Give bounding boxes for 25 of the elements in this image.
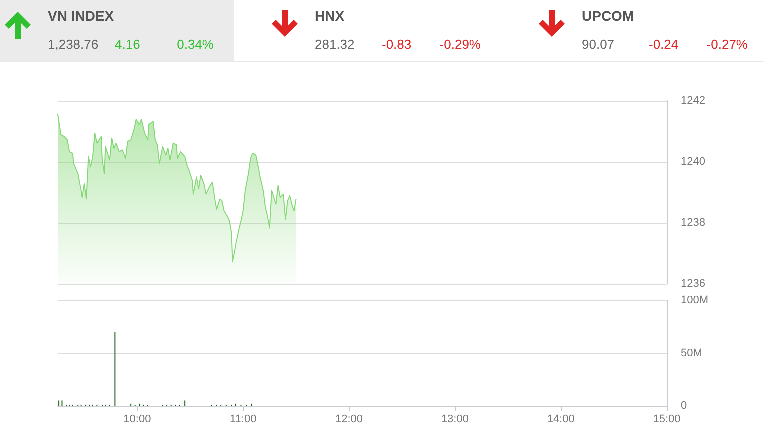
data-label: 0.34% (177, 37, 214, 52)
y-tick-label: 50M (681, 347, 702, 360)
y-tick-label: 1242 (681, 95, 706, 107)
data-label: -0.27% (706, 37, 748, 52)
category-label: UPCOM (582, 8, 634, 24)
x-tick-label: 10:00 (124, 414, 152, 426)
data-label: 281.32 (315, 37, 355, 52)
category-label: HNX (315, 8, 345, 24)
y-tick-label: 1238 (681, 217, 706, 229)
x-tick-label: 13:00 (441, 414, 469, 426)
x-tick-label: 15:00 (653, 414, 681, 426)
y-tick-label: 0 (681, 400, 688, 412)
x-tick-label: 11:00 (230, 414, 257, 426)
data-label: -0.83 (382, 37, 412, 52)
data-label: -0.24 (649, 37, 679, 52)
data-label: 1,238.76 (48, 37, 99, 52)
x-tick-label: 12:00 (335, 414, 364, 426)
data-label: 90.07 (582, 37, 615, 52)
data-label: 4.16 (115, 37, 140, 52)
y-tick-label: 1240 (681, 156, 706, 168)
y-tick-label: 100M (681, 294, 709, 306)
category-label: VN INDEX (48, 8, 114, 24)
x-tick-label: 14:00 (547, 414, 575, 426)
data-label: -0.29% (440, 37, 481, 52)
y-tick-label: 1236 (681, 278, 706, 290)
